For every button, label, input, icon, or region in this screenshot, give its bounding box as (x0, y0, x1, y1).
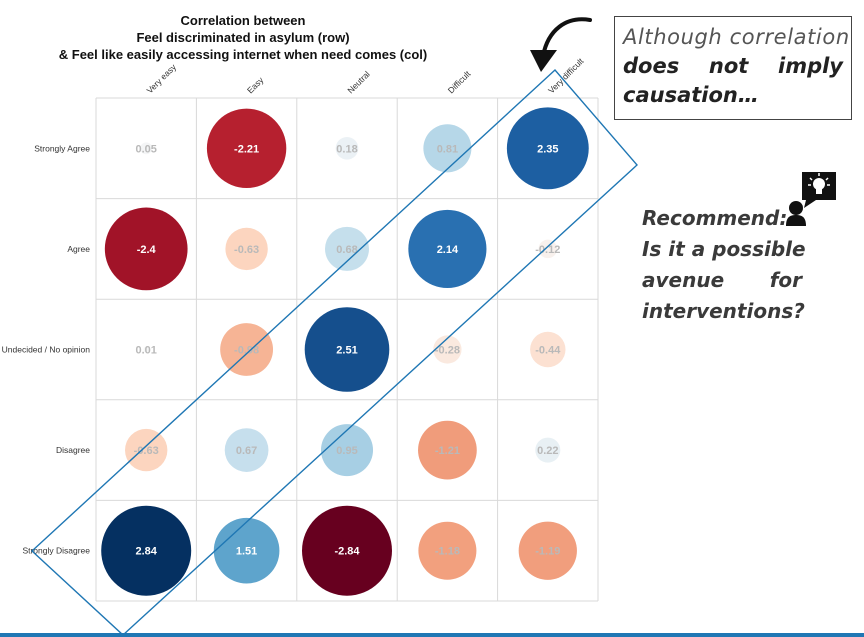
correlation-circle (518, 521, 577, 580)
correlation-circle (101, 505, 192, 596)
correlation-circle (206, 108, 287, 188)
row-label: Strongly Disagree (22, 546, 90, 556)
correlation-value-label: 0.81 (437, 143, 458, 155)
correlation-value-label: 2.51 (336, 345, 357, 357)
correlation-circle (140, 142, 153, 155)
correlation-value-label: -0.63 (234, 244, 259, 256)
column-label: Neutral (345, 69, 372, 96)
bottom-rule (0, 633, 864, 637)
note-line: Although correlation (623, 25, 850, 49)
correlation-circle (324, 226, 370, 271)
column-label: Very easy (145, 61, 179, 95)
correlation-value-label: 0.67 (236, 445, 257, 457)
row-label: Undecided / No opinion (2, 345, 91, 355)
correlation-value-label: -0.28 (435, 345, 460, 357)
recommend-word: for (769, 268, 802, 292)
correlation-value-label: 2.14 (437, 244, 459, 256)
row-label: Agree (67, 244, 90, 254)
correlation-circle (418, 521, 477, 580)
diagonal-highlight-box (30, 68, 638, 636)
column-label: Difficult (446, 68, 473, 95)
correlation-value-label: 0.22 (537, 445, 558, 457)
correlation-value-label: 0.18 (336, 143, 357, 155)
note-line: causation… (623, 83, 759, 107)
circles (101, 107, 589, 596)
correlation-circle (535, 437, 561, 463)
curved-arrow-icon (530, 17, 592, 72)
chart-title: Correlation between Feel discriminated i… (40, 12, 446, 63)
correlation-value-label: 0.68 (336, 244, 357, 256)
correlation-value-label: -1.19 (535, 546, 560, 558)
labels: Very easy Easy Neutral Difficult Very diffic… (2, 56, 586, 558)
correlation-circle (213, 517, 280, 584)
correlation-circle (418, 420, 477, 480)
correlation-value-label: -1.18 (435, 546, 460, 558)
correlation-circle (335, 136, 359, 160)
correlation-circle (302, 505, 392, 596)
recommend-line: avenue for (642, 265, 802, 296)
column-label: Very difficult (546, 56, 586, 96)
recommend-line: Recommend: (642, 206, 788, 230)
correlation-circle (433, 335, 462, 364)
correlation-circle (408, 209, 487, 288)
correlation-circle (224, 428, 269, 472)
correlation-circle (125, 428, 168, 472)
correlation-value-label: -1.21 (435, 445, 460, 457)
recommendation-text: Recommend: Is it a possible avenue for i… (642, 203, 806, 327)
correlation-value-label: -0.63 (134, 445, 159, 457)
correlation-value-label: -2.84 (334, 546, 360, 558)
recommend-line: interventions? (642, 299, 805, 323)
correlation-circle (220, 323, 274, 376)
correlation-circle (538, 239, 558, 259)
row-label: Strongly Agree (34, 143, 90, 153)
person-lightbulb-icon (786, 172, 836, 226)
column-label: Easy (245, 74, 266, 95)
correlation-value-label: -2.21 (234, 143, 259, 155)
recommend-word: avenue (642, 268, 725, 292)
grid (95, 97, 599, 602)
correlation-circle (225, 227, 268, 271)
correlation-circle (506, 107, 589, 190)
correlation-value-label: -0.44 (535, 345, 561, 357)
correlation-circle (143, 346, 149, 353)
note-line: does not imply (623, 54, 843, 78)
correlation-value-label: 2.35 (537, 143, 558, 155)
correlation-circle (320, 424, 374, 477)
correlation-value-label: 0.01 (135, 345, 156, 357)
correlation-note: Although correlation does not imply caus… (614, 16, 852, 120)
chart-title-line: & Feel like easily accessing internet wh… (58, 47, 428, 62)
correlation-circle (104, 207, 188, 291)
correlation-value-label: 2.84 (135, 546, 157, 558)
row-label: Disagree (56, 445, 90, 455)
chart-title-line: Correlation between (180, 13, 306, 28)
correlation-value-label: 1.51 (236, 546, 257, 558)
chart-title-line: Feel discriminated in asylum (row) (136, 30, 350, 45)
correlation-circle (423, 124, 472, 173)
correlation-circle (530, 331, 566, 368)
correlation-value-label: -2.4 (137, 244, 157, 256)
correlation-value-label: 0.05 (135, 143, 156, 155)
recommend-line: Is it a possible (642, 237, 806, 261)
correlation-value-label: 0.95 (336, 445, 357, 457)
correlation-circle (304, 307, 390, 392)
